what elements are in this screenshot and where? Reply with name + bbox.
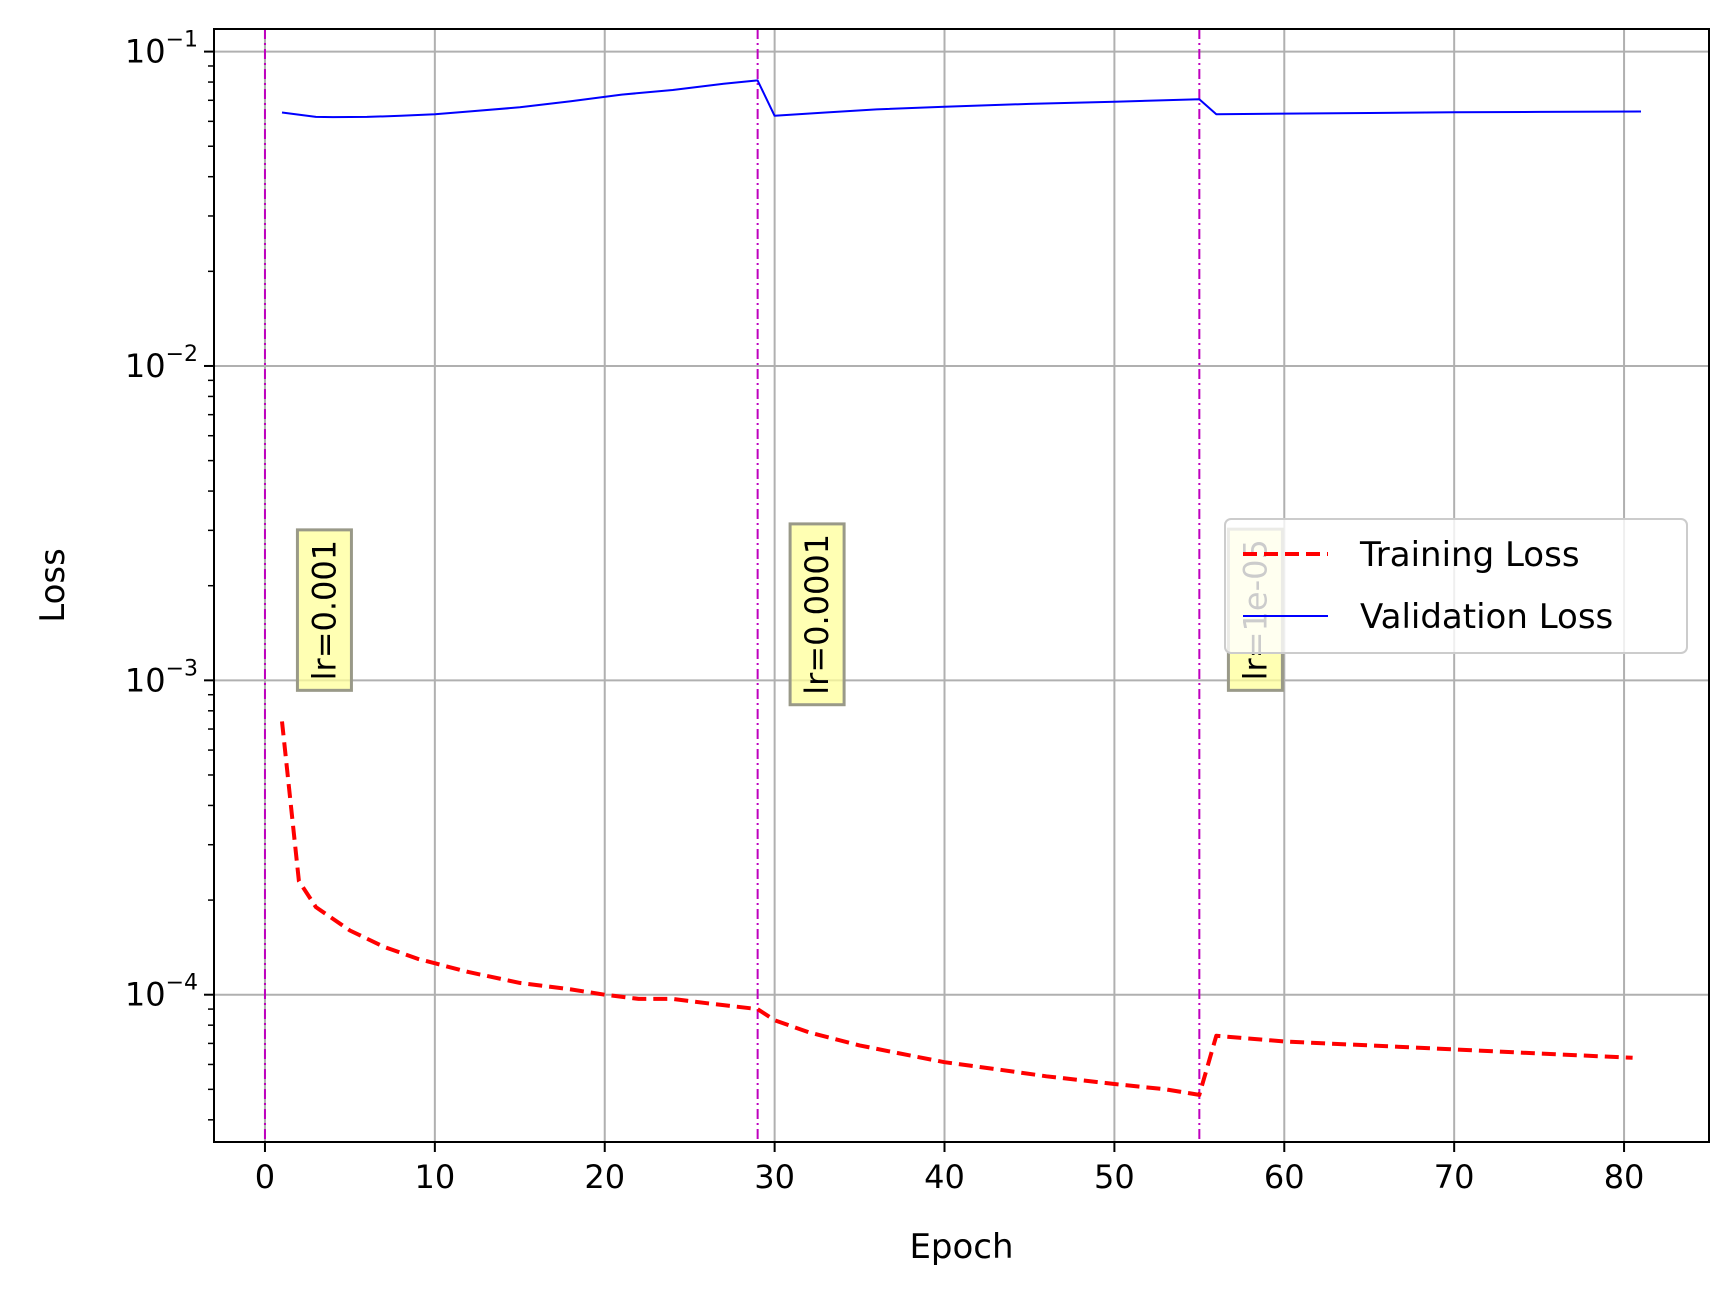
x-tick-label: 30 — [754, 1158, 795, 1196]
y-axis-label: Loss — [33, 548, 73, 623]
x-tick-label: 20 — [584, 1158, 625, 1196]
lr-annotation: lr=0.001 — [295, 528, 353, 692]
lr-annotation: lr=0.0001 — [788, 522, 846, 707]
x-tick-label: 70 — [1434, 1158, 1475, 1196]
x-tick-label: 0 — [255, 1158, 275, 1196]
axis-ticks: 0 10 20 30 40 50 60 70 80 10−4 10−3 10−2 10−1 — [125, 28, 1645, 1196]
legend: Training Loss Validation Loss — [1224, 518, 1688, 654]
y-tick-label: 10−4 — [125, 971, 198, 1014]
x-tick-label: 10 — [414, 1158, 455, 1196]
legend-label-training-loss: Training Loss — [1359, 535, 1580, 575]
plot-area — [263, 29, 1642, 1142]
validation-loss-line — [281, 79, 1642, 119]
y-tick-label: 10−1 — [125, 28, 198, 71]
grid — [214, 29, 1709, 1142]
legend-box — [1224, 518, 1688, 654]
y-tick-label: 10−3 — [125, 656, 198, 699]
x-tick-label: 60 — [1264, 1158, 1305, 1196]
lr-annotation-text: lr=0.0001 — [798, 534, 836, 695]
lr-annotation-text: lr=0.001 — [305, 540, 343, 680]
training-loss-line — [280, 721, 1633, 1097]
x-tick-label: 50 — [1094, 1158, 1135, 1196]
x-tick-label: 40 — [924, 1158, 965, 1196]
x-tick-label: 80 — [1604, 1158, 1645, 1196]
legend-label-validation-loss: Validation Loss — [1360, 597, 1613, 637]
x-axis-label: Epoch — [909, 1227, 1013, 1267]
y-tick-label: 10−2 — [125, 342, 198, 385]
lr-annotation-box — [295, 528, 353, 692]
lr-annotation-box — [788, 522, 846, 707]
